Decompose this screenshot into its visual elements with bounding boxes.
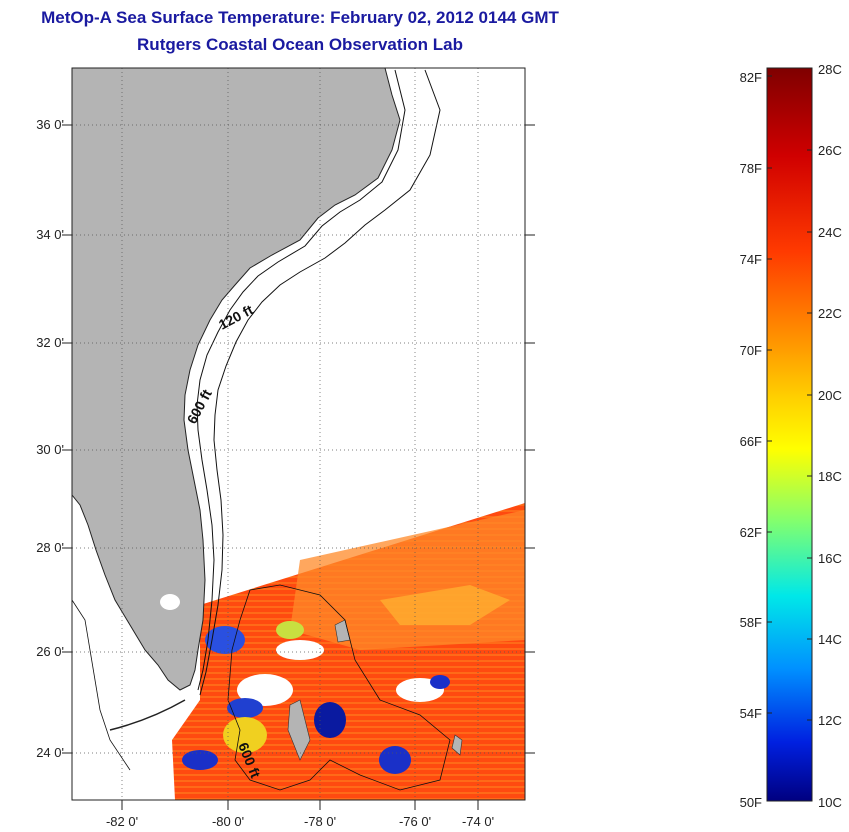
lake-okeechobee [160,594,180,610]
bahamas-island [451,734,463,756]
lat-label: 24 0' [36,745,64,760]
sst-cool-patch [205,626,245,654]
sst-cool-patch [276,640,324,660]
sst-yellow-patch [276,621,304,639]
colorbar-label-f: 54F [739,706,762,721]
colorbar-label-c: 12C [818,713,842,728]
colorbar-label-c: 26C [818,143,842,158]
isobath-120ft [196,69,406,691]
sst-yellow-patch [223,717,267,753]
colorbar-label-f: 58F [739,615,762,630]
colorbar-label-f: 50F [739,795,762,810]
sst-cool-patch [314,702,346,738]
colorbar-label-c: 16C [818,551,842,566]
lon-label: -82 0' [105,814,139,829]
map-frame [71,67,526,801]
lat-label: 36 0' [36,117,64,132]
colorbar-label-f: 82F [739,70,762,85]
colorbar-label-c: 10C [818,795,842,810]
sst-cool-patch [227,698,263,718]
land-mass [72,68,401,691]
sst-cool-patch [237,674,293,706]
florida-keys [109,699,186,731]
colorbar-label-c: 14C [818,632,842,647]
lon-label: -80 0' [211,814,245,829]
lat-label: 26 0' [36,644,64,659]
lon-label: -78 0' [303,814,337,829]
sst-cool-patch [379,746,411,774]
sst-cool-patch [430,675,450,689]
isobath-florida-west [72,599,131,771]
colorbar-label-c: 20C [818,388,842,403]
map-title: MetOp-A Sea Surface Temperature: Februar… [41,8,559,27]
colorbar-label-f: 78F [739,161,762,176]
colorbar-ticks [767,75,812,721]
lat-label: 32 0' [36,335,64,350]
bahamas-island [287,699,311,761]
colorbar-label-f: 70F [739,343,762,358]
lat-label: 30 0' [36,442,64,457]
lon-label: -76 0' [398,814,432,829]
colorbar-label-f: 62F [739,525,762,540]
tick-marks [62,124,535,810]
lon-label: -74 0' [461,814,495,829]
colorbar-label-c: 28C [818,62,842,77]
colorbar-label-f: 66F [739,434,762,449]
sst-cool-patch [182,750,218,770]
lat-label: 28 0' [36,540,64,555]
colorbar [766,67,813,802]
isobath-bahamas [227,584,451,791]
colorbar-label-f: 74F [739,252,762,267]
map-subtitle: Rutgers Coastal Ocean Observation Lab [137,35,463,54]
isobath-600ft [199,69,441,696]
colorbar-label-c: 24C [818,225,842,240]
colorbar-label-c: 22C [818,306,842,321]
colorbar-label-c: 18C [818,469,842,484]
sst-orange-zone [380,585,510,625]
lat-label: 34 0' [36,227,64,242]
